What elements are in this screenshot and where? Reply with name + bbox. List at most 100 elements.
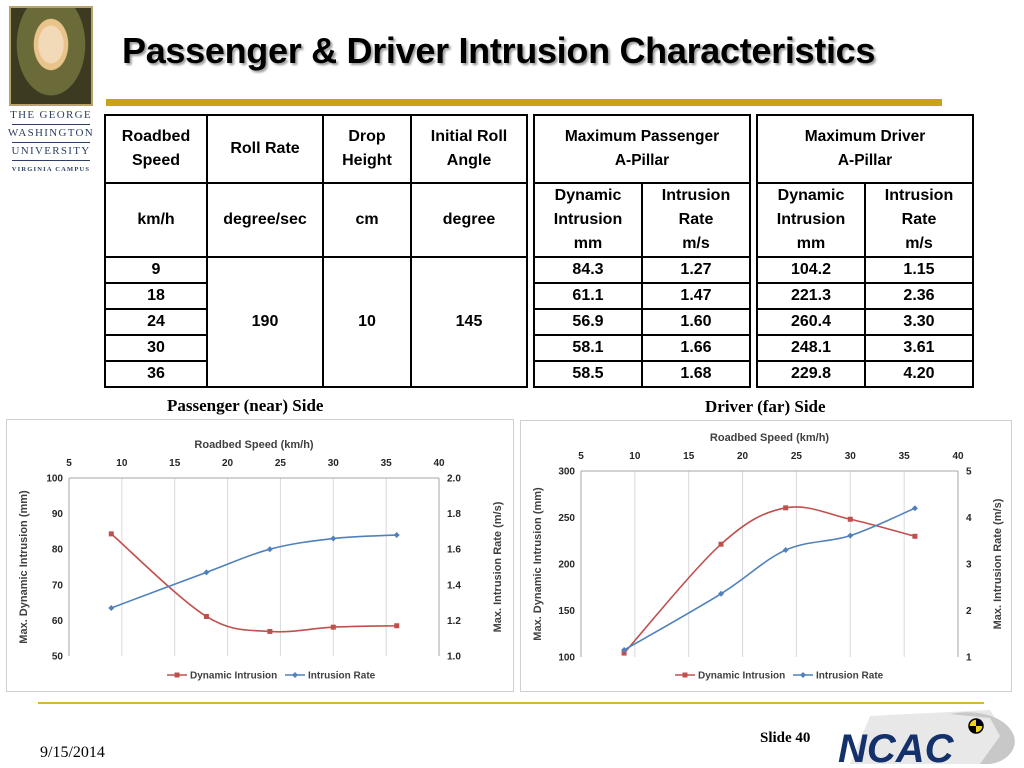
x-tick-label: 40 [952, 451, 964, 462]
cell-p-rate: 1.27 [641, 256, 751, 284]
header-roll-rate: Roll Rate [206, 114, 324, 184]
cell-roll-rate: 190 [206, 256, 324, 388]
intrusion-rate-point [393, 531, 400, 538]
y2-tick-label: 1.4 [447, 580, 461, 591]
ncac-logo: NCAC [838, 710, 1015, 768]
header-p-intrusion-rate: Intrusion Rate m/s [641, 182, 751, 258]
cell-d-rate: 4.20 [864, 360, 974, 388]
cell-p-rate: 1.47 [641, 282, 751, 310]
y2-tick-label: 1.0 [447, 652, 461, 663]
y-tick-label: 150 [558, 606, 575, 617]
y-tick-label: 250 [558, 513, 575, 524]
slide-number: Slide 40 [760, 730, 811, 746]
x-tick-label: 35 [899, 451, 911, 462]
dynamic-intrusion-point [621, 650, 627, 656]
y2-tick-label: 5 [966, 467, 972, 478]
chart-title: Roadbed Speed (km/h) [194, 439, 314, 451]
university-name: THE GEORGE WASHINGTON UNIVERSITY VIRGINI… [6, 109, 96, 176]
y2-axis-label: Max. Intrusion Rate (m/s) [992, 498, 1004, 629]
header-p-dynamic-intrusion: Dynamic Intrusion mm [533, 182, 643, 258]
dynamic-intrusion-point [203, 613, 209, 619]
cell-p-intrusion: 84.3 [533, 256, 643, 284]
driver-chart-box: Roadbed Speed (km/h) 5 10 15 20 25 30 35 40 100 15… [520, 420, 1012, 692]
logo-line-1: THE GEORGE [10, 109, 92, 121]
header-max-driver: Maximum Driver A-Pillar [756, 114, 974, 184]
legend-label-dynamic-intrusion: Dynamic Intrusion [698, 671, 785, 682]
y-tick-label: 90 [52, 509, 64, 520]
dynamic-intrusion-point [267, 628, 273, 634]
cell-d-intrusion: 229.8 [756, 360, 866, 388]
y-axis-label: Max. Dynamic Intrusion (mm) [18, 490, 30, 644]
dynamic-intrusion-series-line [623, 506, 916, 654]
cell-d-rate: 2.36 [864, 282, 974, 310]
legend-label-intrusion-rate: Intrusion Rate [308, 671, 376, 682]
passenger-chart-box: Roadbed Speed (km/h) 5 10 15 20 25 30 35 40 50 60 7… [6, 419, 514, 692]
dynamic-intrusion-point [718, 541, 724, 547]
x-tick-label: 5 [66, 458, 72, 469]
x-tick-label: 20 [222, 458, 234, 469]
unit-speed: km/h [104, 182, 208, 258]
dynamic-intrusion-series-line [110, 533, 397, 633]
y2-tick-label: 3 [966, 560, 972, 571]
y2-tick-label: 1.2 [447, 616, 461, 627]
dynamic-intrusion-point [394, 623, 400, 629]
y2-tick-label: 2 [966, 606, 972, 617]
header-max-passenger: Maximum Passenger A-Pillar [533, 114, 751, 184]
intrusion-rate-series-line [111, 534, 397, 609]
cell-p-rate: 1.68 [641, 360, 751, 388]
dynamic-intrusion-point [847, 516, 853, 522]
y-tick-label: 200 [558, 560, 575, 571]
logo-line-2: WASHINGTON [7, 127, 95, 139]
cell-p-rate: 1.60 [641, 308, 751, 336]
y2-tick-label: 1.6 [447, 545, 461, 556]
intrusion-rate-point [782, 547, 789, 554]
logo-line-3: UNIVERSITY [11, 145, 91, 157]
intrusion-rate-point [847, 532, 854, 539]
unit-roll-angle: degree [410, 182, 528, 258]
y-tick-label: 80 [52, 545, 64, 556]
driver-chart: Roadbed Speed (km/h)5 10 15 20 25 30 35 4010015… [532, 432, 1004, 682]
x-tick-label: 35 [381, 458, 393, 469]
intrusion-rate-series-line [623, 507, 916, 651]
x-tick-label: 20 [737, 451, 749, 462]
logo-line-4: VIRGINIA CAMPUS [11, 166, 91, 173]
dynamic-intrusion-point [912, 533, 918, 539]
ncac-text: NCAC [838, 727, 955, 768]
cell-p-intrusion: 58.1 [533, 334, 643, 362]
cell-d-rate: 3.61 [864, 334, 974, 362]
intrusion-rate-point [203, 569, 210, 576]
x-tick-label: 5 [578, 451, 584, 462]
intrusion-rate-point [266, 546, 273, 553]
x-tick-label: 25 [791, 451, 803, 462]
y-tick-label: 100 [558, 653, 575, 664]
title-rule [106, 99, 942, 106]
intrusion-rate-point [621, 647, 628, 654]
unit-drop-height: cm [322, 182, 412, 258]
legend-marker [292, 672, 298, 678]
portrait-image [9, 6, 93, 106]
cell-d-rate: 3.30 [864, 308, 974, 336]
cell-speed: 9 [104, 256, 208, 284]
cell-speed: 18 [104, 282, 208, 310]
header-drop-height: Drop Height [322, 114, 412, 184]
unit-roll-rate: degree/sec [206, 182, 324, 258]
x-tick-label: 10 [629, 451, 641, 462]
passenger-chart: Roadbed Speed (km/h) 5 10 15 20 25 30 35 40 50 60 7… [18, 439, 504, 682]
y-axis-label: Max. Dynamic Intrusion (mm) [532, 487, 544, 641]
dynamic-intrusion-point [330, 624, 336, 630]
header-roadbed-speed: Roadbed Speed [104, 114, 208, 184]
cell-d-intrusion: 221.3 [756, 282, 866, 310]
dynamic-intrusion-point [783, 505, 789, 511]
cell-d-intrusion: 104.2 [756, 256, 866, 284]
footer-date: 9/15/2014 [40, 744, 105, 761]
cell-p-rate: 1.66 [641, 334, 751, 362]
x-tick-label: 25 [275, 458, 287, 469]
legend-label-dynamic-intrusion: Dynamic Intrusion [190, 671, 277, 682]
cell-p-intrusion: 56.9 [533, 308, 643, 336]
y2-tick-label: 1.8 [447, 509, 461, 520]
x-tick-label: 30 [328, 458, 340, 469]
y2-tick-label: 2.0 [447, 474, 461, 485]
legend-marker [174, 672, 180, 678]
y-tick-label: 50 [52, 652, 64, 663]
x-tick-label: 15 [683, 451, 695, 462]
